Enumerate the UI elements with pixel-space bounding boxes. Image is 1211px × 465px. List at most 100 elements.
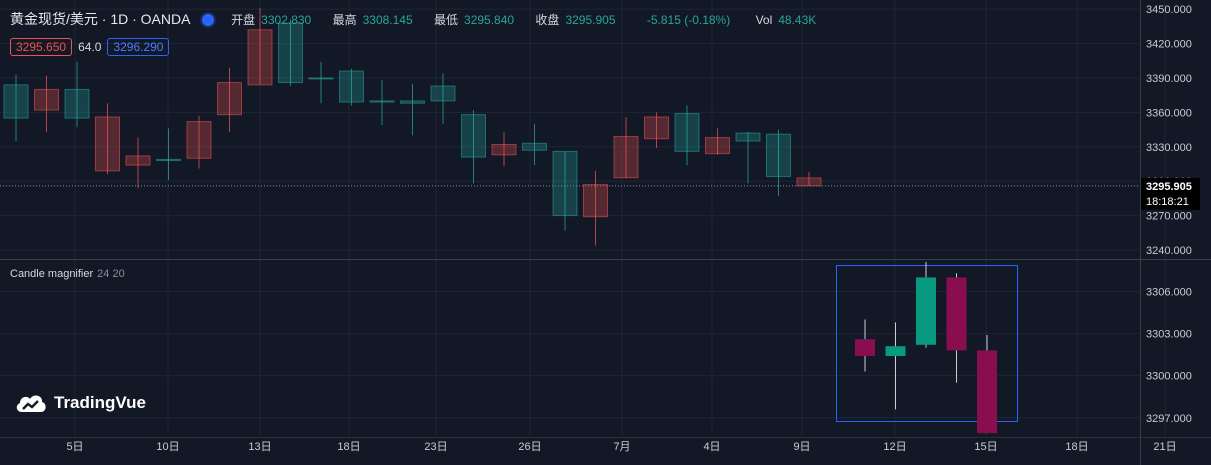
price-axis: 3450.000 3420.000 3390.000 3360.000 3330.000…	[1141, 4, 1200, 425]
time-tick-label: 18日	[337, 441, 360, 453]
high-label: 最高	[332, 13, 357, 27]
open-value: 3302.830	[261, 13, 312, 27]
time-tick-label: 18日	[1065, 441, 1088, 453]
magnifier-candle	[916, 262, 936, 348]
magnifier-params: 24 20	[97, 268, 125, 280]
sell-price-button[interactable]: 3295.650	[10, 38, 73, 56]
magnifier-candle	[885, 322, 906, 410]
change-value: -5.815 (-0.18%)	[646, 13, 731, 27]
candle-body	[278, 22, 303, 84]
time-tick-label: 10日	[156, 441, 179, 453]
magnifier-legend: Candle magnifier 24 20	[10, 268, 125, 280]
candle	[247, 8, 273, 86]
candle-body	[3, 84, 29, 119]
candle-body	[613, 135, 639, 179]
time-axis: 5日 10日 13日 18日 23日 26日 7月 4日 9日 12日 15日 18日 21日	[66, 441, 1176, 453]
candle-body	[735, 132, 761, 142]
candle-body	[217, 82, 242, 116]
high-value: 3308.145	[362, 13, 413, 27]
current-price-badge	[1141, 177, 1200, 210]
candle-body	[34, 88, 59, 111]
main-candles	[3, 8, 822, 246]
candle	[3, 74, 29, 142]
tradingvue-logo[interactable]: TradingVue	[14, 392, 146, 414]
magnifier-candle	[977, 334, 997, 434]
candle	[522, 123, 547, 166]
candle	[95, 103, 120, 175]
candle-body	[855, 339, 875, 357]
magnifier-candle	[946, 273, 967, 383]
candle-body	[491, 143, 517, 156]
candle-body	[583, 184, 608, 218]
candle-body	[674, 113, 700, 152]
candle	[766, 129, 791, 197]
candle	[613, 116, 639, 179]
time-tick-label: 7月	[613, 441, 630, 453]
symbol-title[interactable]: 黄金现货/美元 · 1D · OANDA	[10, 11, 191, 27]
candle	[735, 131, 761, 184]
candle	[491, 131, 517, 167]
logo-text: TradingVue	[54, 393, 146, 412]
time-tick-label: 13日	[248, 441, 271, 453]
symbol-legend: 黄金现货/美元 · 1D · OANDA 开盘 3302.830 最高 3308.1…	[10, 9, 834, 29]
price-tick-label: 3270.000	[1146, 211, 1192, 223]
candle-body	[552, 150, 578, 217]
price-tick-label: 3297.000	[1146, 413, 1192, 425]
candle-body	[522, 142, 547, 151]
time-tick-label: 4日	[703, 441, 720, 453]
candle	[34, 75, 59, 132]
candle-body	[308, 77, 334, 80]
candle	[674, 105, 700, 166]
buy-price-button[interactable]: 3296.290	[107, 38, 170, 56]
candle-body	[186, 121, 212, 159]
candle-body	[946, 277, 967, 351]
candle-body	[644, 116, 669, 140]
candle-body	[430, 85, 456, 102]
candle	[583, 170, 608, 246]
time-tick-label: 15日	[974, 441, 997, 453]
candle	[461, 110, 486, 184]
candle-body	[247, 29, 273, 86]
candle-body	[977, 350, 997, 434]
close-value: 3295.905	[565, 13, 616, 27]
bid-ask-boxes: 3295.650 64.0 3296.290	[10, 38, 175, 56]
candle	[308, 61, 334, 104]
current-price-label: 3295.905	[1146, 181, 1192, 193]
candle	[125, 137, 151, 189]
magnifier-frame	[836, 265, 1018, 422]
candle-body	[916, 277, 936, 345]
candle	[186, 115, 212, 169]
candle	[796, 171, 822, 187]
candle	[64, 61, 90, 128]
magnifier-title[interactable]: Candle magnifier	[10, 268, 94, 280]
countdown-label: 18:18:21	[1146, 196, 1189, 208]
cloud-logo-icon	[16, 395, 46, 412]
time-tick-label: 26日	[518, 441, 541, 453]
candle-body	[400, 100, 425, 104]
low-value: 3295.840	[464, 13, 515, 27]
vol-value: 48.43K	[778, 13, 817, 27]
candle-body	[156, 158, 181, 162]
candle-body	[64, 88, 90, 119]
time-tick-label: 9日	[793, 441, 810, 453]
candle-body	[339, 70, 364, 103]
candle-body	[796, 177, 822, 187]
candle	[278, 19, 303, 86]
spread-value: 64.0	[78, 40, 102, 54]
open-label: 开盘	[231, 13, 256, 27]
time-tick-label: 5日	[66, 441, 83, 453]
price-tick-label: 3300.000	[1146, 371, 1192, 383]
price-tick-label: 3303.000	[1146, 329, 1192, 341]
market-status-icon[interactable]	[201, 14, 214, 26]
vol-label: Vol	[755, 13, 773, 27]
price-tick-label: 3450.000	[1146, 4, 1192, 16]
candle-body	[705, 137, 730, 155]
price-tick-label: 3306.000	[1146, 286, 1192, 298]
price-tick-label: 3240.000	[1146, 245, 1192, 257]
candle	[217, 67, 242, 132]
candle-body	[461, 114, 486, 158]
candle	[644, 112, 669, 148]
candle	[339, 68, 364, 106]
